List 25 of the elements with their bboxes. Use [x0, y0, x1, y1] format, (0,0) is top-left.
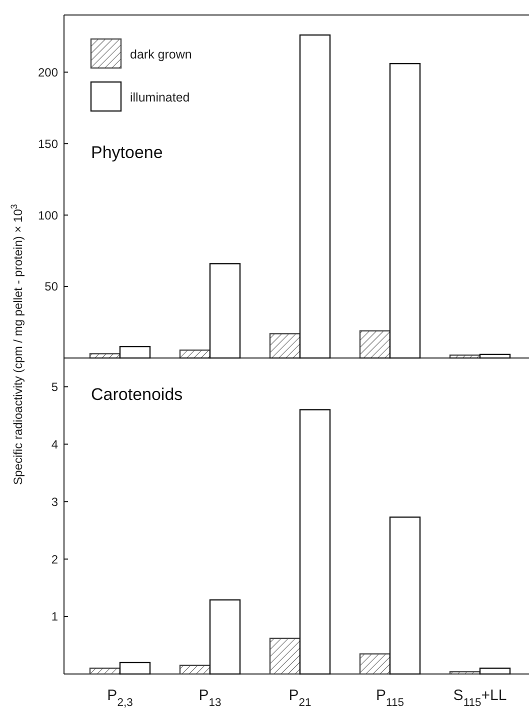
legend-label: illuminated	[130, 90, 190, 104]
bar	[359, 653, 391, 675]
bar	[269, 638, 301, 675]
x-tick-label: S$_{115}$+LL	[453, 687, 507, 709]
y-tick-label: 50	[44, 280, 58, 294]
bar	[359, 330, 391, 359]
y-tick-label: 2	[51, 552, 58, 566]
bar	[449, 671, 481, 675]
x-tick-label: P$_{13}$	[198, 687, 222, 709]
y-tick-label: 4	[51, 437, 58, 452]
x-tick-label: P$_{21}$	[288, 687, 312, 709]
y-tick-label: 150	[38, 136, 58, 151]
y-tick-label: 1	[51, 610, 58, 624]
y-tick-label: 3	[51, 494, 58, 509]
y-tick-label: 100	[38, 208, 58, 222]
y-tick-label: 200	[38, 65, 58, 80]
x-tick-label: P$_{2,3}$	[107, 687, 133, 709]
bar	[179, 664, 211, 675]
text: Carotenoids	[91, 385, 183, 404]
bar	[269, 333, 301, 359]
text: Phytoene	[91, 143, 163, 162]
x-tick-label: P$_{115}$	[376, 687, 404, 709]
legend-label: dark grown	[130, 47, 192, 62]
bar	[89, 668, 121, 675]
y-tick-label: 5	[51, 380, 58, 394]
